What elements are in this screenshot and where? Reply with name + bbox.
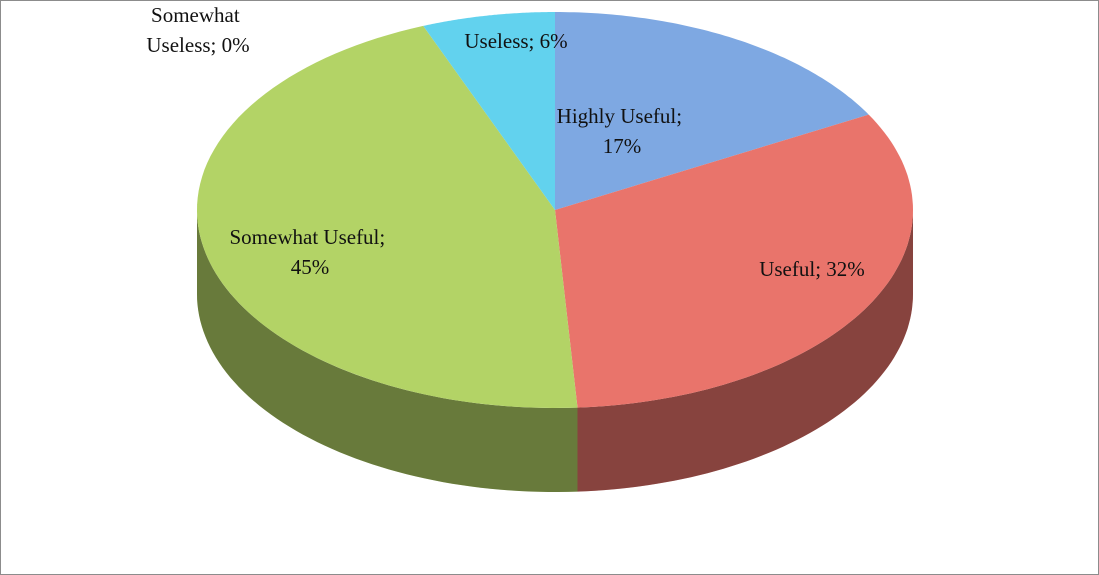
- data-label: Highly Useful; 17%: [557, 104, 688, 158]
- pie-tops: [197, 12, 913, 409]
- data-label: Useless; 6%: [464, 29, 567, 53]
- slice-side-shade: [197, 210, 578, 492]
- slice-side: [197, 210, 578, 492]
- data-labels: Highly Useful; 17% Useful; 32% Somewhat Us…: [146, 3, 864, 281]
- data-label: Useful; 32%: [759, 257, 865, 281]
- slice: [197, 25, 578, 409]
- pie-sides: [197, 210, 913, 492]
- data-label: Somewhat Useful; 45%: [230, 225, 391, 279]
- slice: [423, 12, 555, 210]
- slice-side-shade: [577, 210, 913, 492]
- slice: [555, 114, 913, 408]
- slice-side: [577, 210, 913, 492]
- slice: [555, 12, 869, 210]
- data-label: Somewhat Useless; 0%: [146, 3, 249, 57]
